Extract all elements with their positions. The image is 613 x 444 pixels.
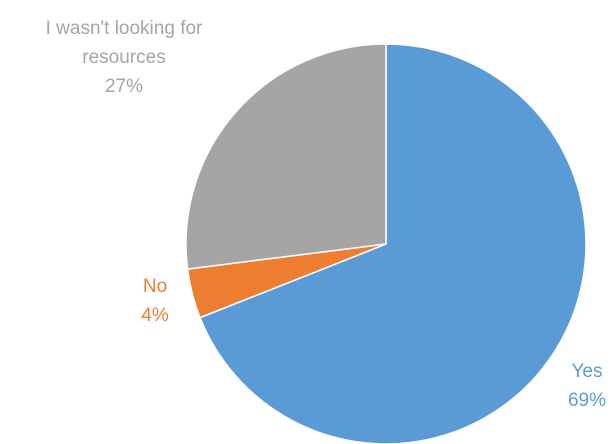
slice-category-label: resources <box>82 47 165 68</box>
slice-label-1: Yes 69% <box>568 361 606 411</box>
slice-category-label: Yes <box>572 361 603 382</box>
slice-category-label: I wasn't looking for <box>46 18 203 39</box>
pie-slice-yes <box>199 43 587 444</box>
slice-label-3: I wasn't looking for resources 27% <box>46 18 203 97</box>
slice-value-label: 4% <box>141 305 169 326</box>
slice-category-label: No <box>143 276 167 297</box>
slice-label-2: No 4% <box>141 276 169 326</box>
slice-value-label: 69% <box>568 390 606 411</box>
pie-labels: Yes 69% No 4% I wasn't looking for resources 2… <box>46 18 607 411</box>
pie-slice-i-wasn-t-looking-for-resources <box>185 43 387 270</box>
slice-value-label: 27% <box>105 76 143 97</box>
pie-slices <box>185 43 587 444</box>
